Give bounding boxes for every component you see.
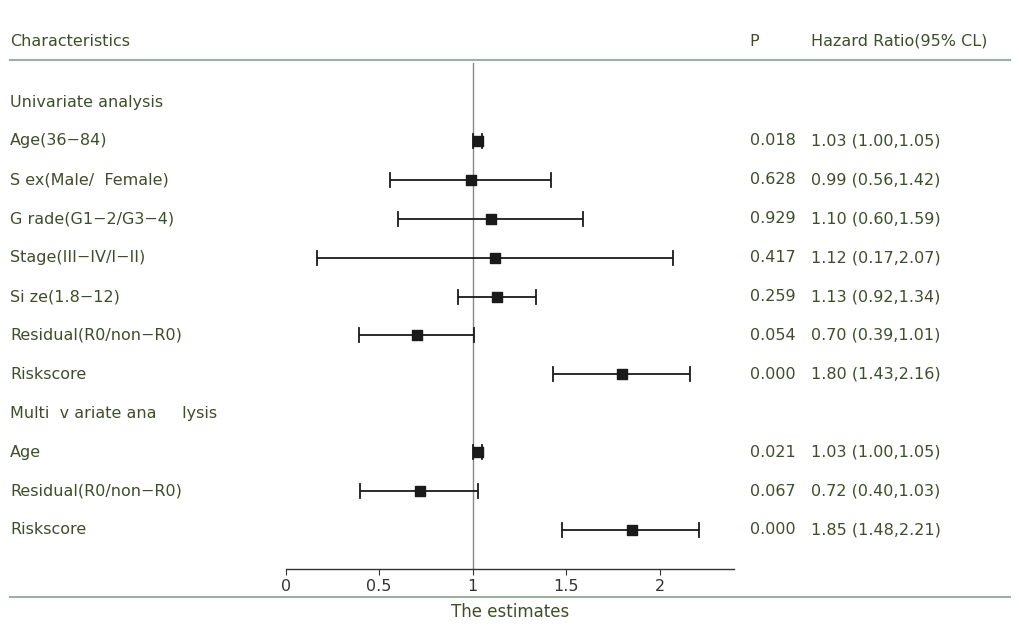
Text: 1.03 (1.00,1.05): 1.03 (1.00,1.05) xyxy=(810,133,940,149)
Point xyxy=(623,525,639,535)
Text: 1.80 (1.43,2.16): 1.80 (1.43,2.16) xyxy=(810,367,940,382)
Text: Si ze(1.8−12): Si ze(1.8−12) xyxy=(10,289,120,304)
Point xyxy=(483,214,499,224)
Point xyxy=(470,136,486,146)
Text: Univariate analysis: Univariate analysis xyxy=(10,95,163,109)
Text: Multi  v ariate ana     lysis: Multi v ariate ana lysis xyxy=(10,406,217,421)
Text: 0.054: 0.054 xyxy=(749,328,795,343)
Text: 0.018: 0.018 xyxy=(749,133,795,149)
Text: 1.13 (0.92,1.34): 1.13 (0.92,1.34) xyxy=(810,289,940,304)
Text: 1.10 (0.60,1.59): 1.10 (0.60,1.59) xyxy=(810,211,940,226)
Text: Riskscore: Riskscore xyxy=(10,367,87,382)
Text: 1.85 (1.48,2.21): 1.85 (1.48,2.21) xyxy=(810,523,940,537)
Text: 0.417: 0.417 xyxy=(749,250,795,265)
Text: 0.929: 0.929 xyxy=(749,211,795,226)
Point xyxy=(412,486,428,496)
Text: Riskscore: Riskscore xyxy=(10,523,87,537)
Text: 0.021: 0.021 xyxy=(749,445,795,459)
Text: Residual(R0/non−R0): Residual(R0/non−R0) xyxy=(10,483,182,499)
Text: 0.067: 0.067 xyxy=(749,483,795,499)
Text: 0.72 (0.40,1.03): 0.72 (0.40,1.03) xyxy=(810,483,940,499)
Point xyxy=(613,369,630,379)
Point xyxy=(486,253,502,263)
Text: 0.000: 0.000 xyxy=(749,523,795,537)
Text: 0.70 (0.39,1.01): 0.70 (0.39,1.01) xyxy=(810,328,940,343)
Text: 1.12 (0.17,2.07): 1.12 (0.17,2.07) xyxy=(810,250,940,265)
Text: 0.628: 0.628 xyxy=(749,173,795,187)
Text: Characteristics: Characteristics xyxy=(10,33,130,49)
Text: G rade(G1−2/G3−4): G rade(G1−2/G3−4) xyxy=(10,211,174,226)
Text: Age: Age xyxy=(10,445,42,459)
X-axis label: The estimates: The estimates xyxy=(450,602,569,621)
Text: P: P xyxy=(749,33,758,49)
Point xyxy=(470,447,486,457)
Text: Hazard Ratio(95% CL): Hazard Ratio(95% CL) xyxy=(810,33,986,49)
Text: Residual(R0/non−R0): Residual(R0/non−R0) xyxy=(10,328,182,343)
Text: 0.000: 0.000 xyxy=(749,367,795,382)
Text: Age(36−84): Age(36−84) xyxy=(10,133,108,149)
Text: 0.259: 0.259 xyxy=(749,289,795,304)
Point xyxy=(463,175,479,185)
Text: 1.03 (1.00,1.05): 1.03 (1.00,1.05) xyxy=(810,445,940,459)
Text: S ex(Male/  Female): S ex(Male/ Female) xyxy=(10,173,169,187)
Point xyxy=(488,291,504,301)
Text: 0.99 (0.56,1.42): 0.99 (0.56,1.42) xyxy=(810,173,940,187)
Text: Stage(III−IV/I−II): Stage(III−IV/I−II) xyxy=(10,250,146,265)
Point xyxy=(408,331,424,341)
